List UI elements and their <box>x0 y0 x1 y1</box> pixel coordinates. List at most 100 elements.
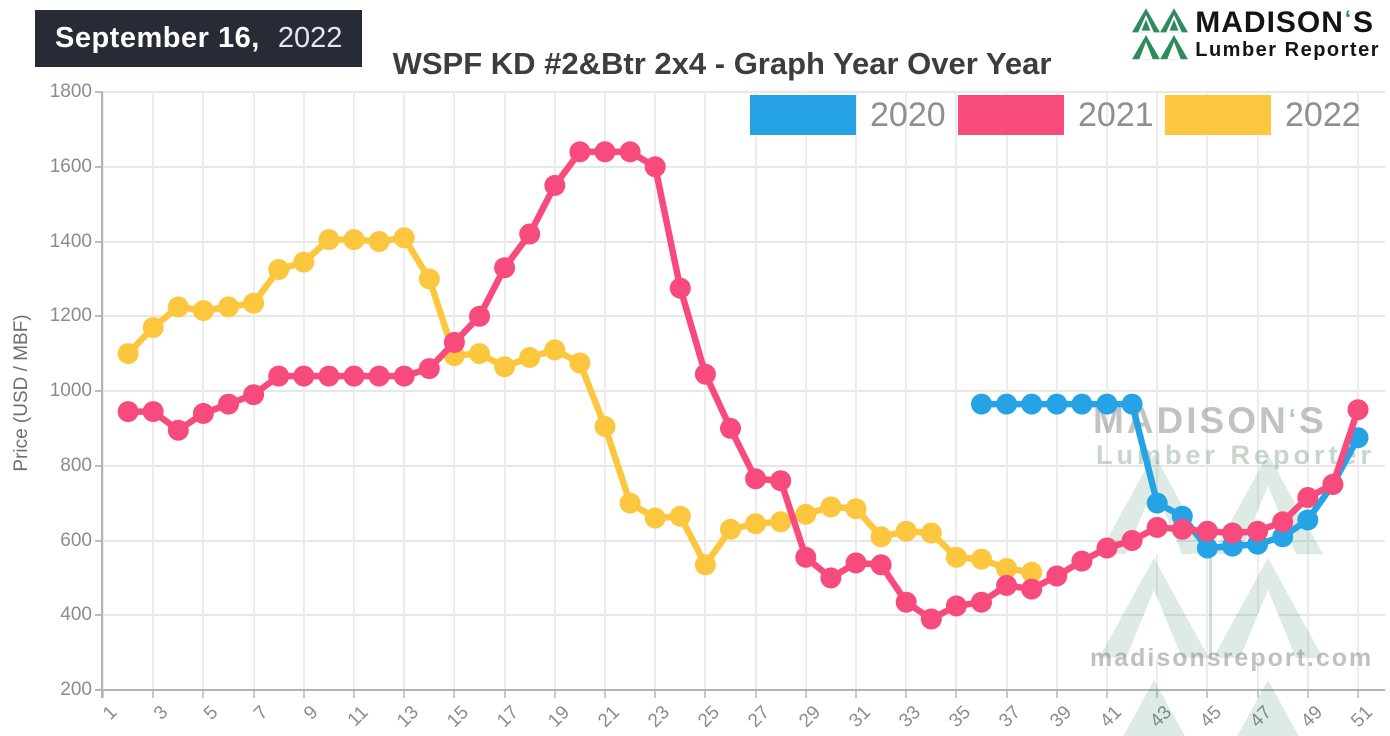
data-point-2021 <box>644 156 666 178</box>
data-point-2022 <box>167 296 189 318</box>
x-gridline <box>1306 92 1309 690</box>
y-axis-line <box>101 92 103 698</box>
x-gridline <box>102 92 104 690</box>
x-tick <box>353 690 355 698</box>
x-tick <box>152 690 155 698</box>
data-point-2021 <box>971 591 992 613</box>
data-point-2022 <box>971 548 992 570</box>
series-line-2020 <box>978 400 1362 552</box>
x-gridline <box>1357 92 1359 690</box>
x-tick <box>453 690 456 698</box>
data-point-2021 <box>1071 550 1093 572</box>
y-tick <box>95 315 103 318</box>
watermark-website: madisonsreport.com <box>1090 644 1374 672</box>
data-point-2021 <box>1347 399 1369 421</box>
x-gridline <box>403 92 406 690</box>
data-point-2021 <box>243 384 265 406</box>
x-gridline <box>453 92 456 690</box>
data-point-2022 <box>795 503 817 525</box>
data-point-2021 <box>895 591 917 613</box>
data-point-2020 <box>971 393 992 415</box>
data-point-2021 <box>1046 565 1068 587</box>
x-axis-line <box>95 689 1385 691</box>
data-point-2022 <box>318 229 340 251</box>
x-gridline <box>1206 92 1209 690</box>
y-gridline <box>103 240 1385 243</box>
x-tick <box>704 690 707 698</box>
data-point-2022 <box>594 416 616 437</box>
legend-item-2022: 2022 <box>1165 95 1361 135</box>
x-tick <box>403 690 406 698</box>
y-tick-label: 1400 <box>49 230 92 252</box>
data-point-2021 <box>368 365 390 387</box>
data-point-2022 <box>720 518 741 540</box>
data-point-2021 <box>845 552 867 574</box>
x-gridline <box>955 92 958 690</box>
legend-swatch-2020 <box>750 95 856 135</box>
x-tick <box>1206 690 1209 698</box>
x-gridline <box>1055 92 1058 690</box>
data-point-2022 <box>694 554 716 576</box>
data-point-2022 <box>569 352 591 374</box>
data-point-2022 <box>117 343 139 365</box>
data-point-2021 <box>268 365 290 387</box>
data-point-2021 <box>594 141 616 163</box>
data-point-2022 <box>845 498 867 520</box>
legend-item-2021: 2021 <box>958 95 1154 135</box>
data-point-2021 <box>1171 518 1193 540</box>
watermark-leaf-icon: ‘ <box>1288 403 1299 433</box>
brand-logo-mark-icon <box>1132 8 1189 60</box>
data-point-2020 <box>1272 526 1294 548</box>
x-tick <box>654 690 657 698</box>
x-gridline <box>503 92 506 690</box>
data-point-2020 <box>1071 393 1093 415</box>
legend-label-2020: 2020 <box>870 95 946 134</box>
data-point-2021 <box>218 393 239 415</box>
x-tick <box>252 690 255 698</box>
y-tick <box>95 614 103 617</box>
series-line-2022 <box>124 234 1035 576</box>
brand-leaf-icon: ‘ <box>1344 6 1353 31</box>
x-gridline <box>1156 92 1159 690</box>
data-point-2021 <box>569 141 591 163</box>
y-gridline <box>103 539 1385 542</box>
x-gridline <box>152 92 155 690</box>
page-title: WSPF KD #2&Btr 2x4 - Graph Year Over Yea… <box>392 46 1052 81</box>
data-point-2021 <box>920 608 942 630</box>
x-tick <box>955 690 958 698</box>
y-tick-label: 1000 <box>49 380 92 401</box>
x-tick <box>302 690 305 698</box>
y-tick <box>95 464 103 467</box>
y-tick <box>95 539 103 542</box>
legend-swatch-2021 <box>958 95 1064 135</box>
data-point-2021 <box>795 546 817 568</box>
data-point-2021 <box>745 468 767 490</box>
y-tick-label: 400 <box>60 604 92 626</box>
x-tick <box>604 690 606 698</box>
x-tick <box>754 690 757 698</box>
data-point-2020 <box>1021 393 1043 415</box>
data-point-2021 <box>694 363 716 385</box>
legend-label-2021: 2021 <box>1078 95 1154 134</box>
data-point-2022 <box>895 520 917 542</box>
data-point-2021 <box>544 174 566 196</box>
brand-name-post: S <box>1353 6 1375 39</box>
data-point-2021 <box>770 470 792 492</box>
data-point-2022 <box>820 496 842 518</box>
y-gridline <box>103 315 1385 318</box>
data-point-2022 <box>494 356 516 378</box>
y-tick <box>95 91 103 93</box>
x-tick <box>1055 690 1058 698</box>
data-point-2022 <box>368 231 390 252</box>
data-point-2022 <box>293 251 315 273</box>
data-point-2021 <box>1297 487 1319 508</box>
data-point-2022 <box>519 346 541 368</box>
data-point-2021 <box>117 401 139 423</box>
x-gridline <box>202 92 205 690</box>
brand-logo: MADISON‘S Lumber Reporter <box>1132 8 1380 60</box>
data-point-2021 <box>1096 537 1118 559</box>
y-gridline <box>103 165 1385 168</box>
data-point-2021 <box>192 402 214 424</box>
